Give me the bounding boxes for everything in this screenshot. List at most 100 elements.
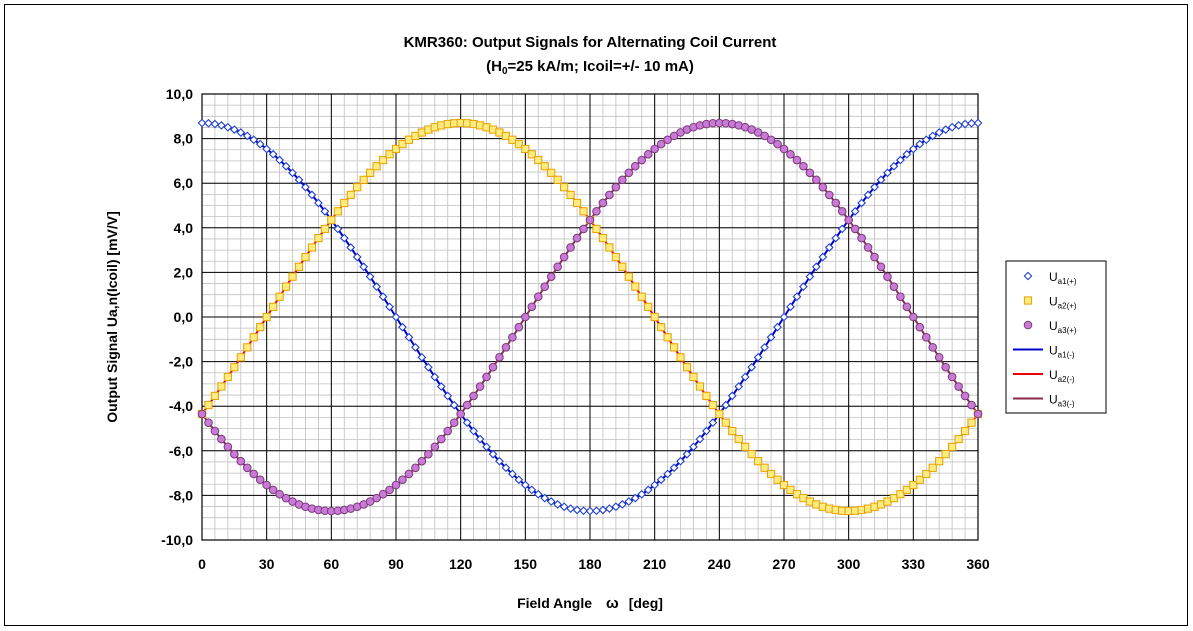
- legend-entry-label: Ua2(+): [1049, 295, 1077, 311]
- x-tick-label: 240: [708, 556, 732, 572]
- legend-entry-label: Ua1(-): [1049, 344, 1075, 360]
- data-point-square: [611, 252, 620, 262]
- data-point-circle: [508, 332, 517, 342]
- data-point-square: [896, 490, 905, 499]
- data-point-square: [572, 198, 582, 208]
- data-point-diamond: [411, 342, 420, 352]
- data-point-circle: [527, 302, 537, 312]
- data-point-square: [669, 343, 679, 352]
- data-point-diamond: [365, 272, 375, 282]
- data-point-diamond: [928, 131, 938, 141]
- y-tick-label: 8,0: [174, 131, 194, 147]
- data-point-diamond: [242, 131, 252, 141]
- data-point-circle: [204, 418, 213, 427]
- data-point-square: [327, 215, 336, 225]
- data-point-diamond: [947, 122, 957, 132]
- data-point-diamond: [488, 449, 498, 459]
- y-tick-label: 10,0: [166, 86, 193, 102]
- data-point-diamond: [960, 119, 970, 129]
- data-point-square: [935, 457, 944, 466]
- data-point-diamond: [617, 500, 627, 509]
- legend-entry-main: U: [1049, 319, 1058, 333]
- data-point-square: [741, 442, 750, 451]
- y-tick-label: 0,0: [174, 309, 194, 325]
- data-point-square: [204, 400, 213, 410]
- data-point-circle: [255, 475, 265, 485]
- legend-entry-subscript: a1(+): [1058, 277, 1077, 286]
- data-point-square: [650, 312, 659, 322]
- data-point-diamond: [915, 139, 925, 149]
- y-axis-title: Output Signal Ua,n(Icoil) [mV/V]: [104, 211, 120, 423]
- data-point-diamond: [896, 155, 905, 165]
- data-point-diamond: [339, 233, 349, 243]
- data-point-circle: [566, 243, 575, 252]
- data-point-diamond: [546, 497, 556, 506]
- data-point-square: [262, 312, 271, 322]
- legend-entry-subscript: a2(+): [1058, 302, 1077, 311]
- data-point-circle: [210, 426, 220, 436]
- data-point-square: [747, 450, 756, 459]
- data-point-circle: [521, 312, 530, 322]
- data-point-square: [553, 175, 562, 184]
- legend-entry-label: Ua3(-): [1049, 393, 1075, 409]
- data-point-circle: [378, 489, 388, 499]
- data-point-circle: [456, 409, 465, 419]
- data-point-circle: [585, 215, 595, 225]
- data-point-square: [534, 155, 543, 165]
- data-point-diamond: [792, 292, 802, 302]
- data-point-circle: [275, 489, 284, 499]
- y-tick-label: -6,0: [169, 443, 193, 459]
- data-point-diamond: [236, 128, 246, 137]
- grid: [201, 93, 979, 541]
- data-point-circle: [909, 312, 918, 322]
- data-point-diamond: [967, 118, 976, 128]
- data-point-diamond: [417, 352, 427, 362]
- data-point-circle: [572, 233, 582, 243]
- data-point-square: [624, 272, 633, 281]
- data-point-circle: [501, 343, 511, 352]
- data-point-circle: [844, 215, 853, 225]
- data-point-circle: [650, 144, 659, 154]
- data-point-diamond: [482, 442, 491, 452]
- data-point-diamond: [585, 506, 595, 516]
- data-point-square: [566, 190, 575, 200]
- y-tick-label: 4,0: [174, 220, 194, 236]
- data-point-circle: [954, 382, 963, 391]
- data-point-square: [281, 282, 291, 291]
- legend-marker-symbol: [1023, 320, 1033, 330]
- data-point-diamond: [333, 224, 343, 234]
- data-point-diamond: [889, 161, 899, 171]
- data-point-circle: [857, 233, 866, 243]
- data-point-circle: [773, 139, 782, 149]
- data-point-square: [243, 343, 252, 352]
- data-point-square: [275, 292, 284, 301]
- data-point-diamond: [294, 175, 304, 185]
- data-point-square: [663, 333, 672, 342]
- data-point-diamond: [346, 243, 356, 252]
- x-axis-title-omega: ω: [606, 595, 619, 612]
- data-point-square: [547, 168, 556, 177]
- data-point-diamond: [669, 463, 679, 473]
- data-point-diamond: [624, 497, 634, 506]
- data-point-square: [941, 450, 950, 459]
- data-point-circle: [837, 207, 847, 216]
- data-point-circle: [559, 252, 569, 262]
- data-point-circle: [462, 400, 472, 410]
- data-point-square: [540, 162, 549, 171]
- chart-svg: KMR360: Output Signals for Alternating C…: [104, 34, 1107, 612]
- data-point-diamond: [301, 182, 310, 192]
- x-tick-label: 30: [259, 556, 275, 572]
- data-point-square: [320, 224, 329, 234]
- chart-subtitle: (H0=25 kA/m; Icoil=+/- 10 mA): [486, 58, 694, 77]
- data-point-square: [734, 434, 743, 444]
- data-point-square: [637, 292, 646, 301]
- data-point-circle: [223, 442, 233, 452]
- data-point-square: [269, 302, 278, 311]
- data-point-diamond: [740, 372, 750, 382]
- data-point-diamond: [902, 149, 912, 159]
- data-point-circle: [540, 282, 550, 291]
- data-point-circle: [624, 168, 634, 178]
- data-point-diamond: [501, 463, 511, 473]
- data-point-diamond: [469, 426, 478, 436]
- data-point-square: [967, 418, 976, 427]
